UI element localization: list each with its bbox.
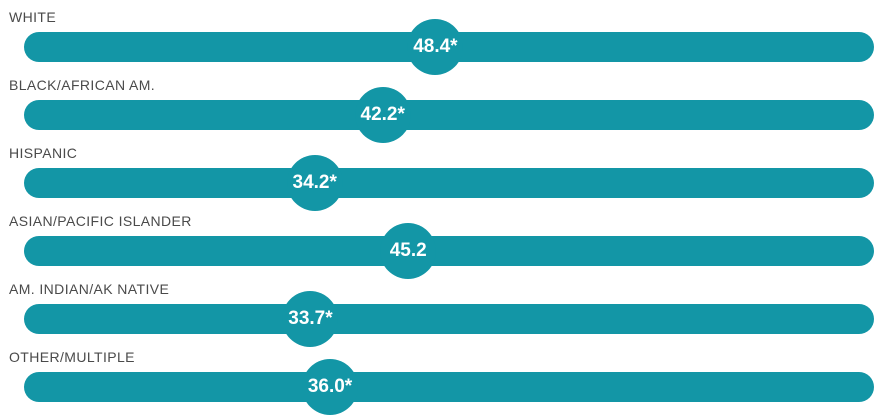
value-marker	[380, 223, 437, 279]
value-label: 42.2*	[360, 104, 405, 125]
category-label: OTHER/MULTIPLE	[9, 349, 135, 365]
category-label: AM. INDIAN/AK NATIVE	[9, 281, 170, 297]
value-label: 48.4*	[413, 36, 458, 57]
value-label: 34.2*	[292, 172, 337, 193]
value-marker	[354, 87, 411, 143]
category-label: WHITE	[9, 9, 57, 25]
bar-row: OTHER/MULTIPLE 36.0*	[0, 349, 878, 417]
category-label: ASIAN/PACIFIC ISLANDER	[9, 213, 192, 229]
value-marker	[282, 291, 339, 347]
bar-track	[24, 168, 874, 198]
value-label: 33.7*	[288, 308, 333, 329]
bar-row: HISPANIC 34.2*	[0, 145, 878, 213]
bar-row: AM. INDIAN/AK NATIVE 33.7*	[0, 281, 878, 349]
value-label: 36.0*	[307, 376, 353, 397]
bar-track	[24, 372, 874, 402]
bar-row: WHITE 48.4*	[0, 9, 878, 77]
value-label: 45.2	[389, 240, 427, 261]
value-marker	[286, 155, 343, 211]
bar-track	[24, 236, 874, 266]
chart: WHITE 48.4* BLACK/AFRICAN AM. 42.2* HISPANIC…	[0, 9, 878, 415]
bar-row: ASIAN/PACIFIC ISLANDER 45.2	[0, 213, 878, 281]
category-label: BLACK/AFRICAN AM.	[9, 77, 156, 93]
value-marker	[407, 19, 464, 75]
bar-track	[24, 100, 874, 130]
bar-row: BLACK/AFRICAN AM. 42.2*	[0, 77, 878, 145]
category-label: HISPANIC	[9, 145, 78, 161]
bar-track	[24, 304, 874, 334]
